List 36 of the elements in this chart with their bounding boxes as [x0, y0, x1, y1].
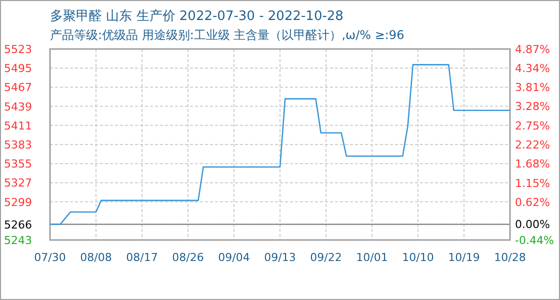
- line-series: [49, 64, 511, 225]
- y2-tick-label: 2.75%: [515, 119, 550, 132]
- y-tick-label: 5383: [4, 138, 32, 152]
- x-tick-label: 10/28: [494, 251, 526, 264]
- y-tick-label: 5327: [4, 176, 32, 190]
- y-tick-label: 5411: [4, 119, 32, 132]
- y2-tick-label: 1.68%: [515, 158, 550, 171]
- x-tick-label: 09/04: [218, 251, 250, 264]
- y2-tick-label: 4.34%: [515, 62, 550, 76]
- y2-tick-label: 3.81%: [515, 81, 550, 94]
- y2-tick-label: 3.28%: [515, 100, 550, 114]
- y-tick-label: 5439: [4, 100, 32, 114]
- y-tick-label: 5495: [4, 62, 32, 76]
- x-tick-label: 10/01: [356, 251, 388, 264]
- y2-tick-label: 1.15%: [515, 176, 550, 190]
- x-tick-label: 08/26: [172, 251, 204, 264]
- x-tick-label: 08/08: [80, 251, 112, 264]
- y-tick-label: 5467: [4, 81, 32, 94]
- y2-tick-label: -0.44%: [515, 234, 554, 247]
- x-tick-label: 08/17: [126, 251, 158, 264]
- chart-subtitle: 产品等级:优级品 用途级别:工业级 主含量（以甲醛计）,ω/% ≥:96: [50, 28, 404, 42]
- y-tick-label: 5266: [4, 218, 32, 232]
- y-tick-label: 5355: [4, 158, 32, 171]
- x-tick-label: 10/19: [448, 251, 480, 264]
- x-tick-label: 10/10: [402, 251, 434, 264]
- y2-tick-label: 0.62%: [515, 196, 550, 209]
- y2-tick-label: 4.87%: [515, 43, 550, 56]
- x-tick-label: 09/13: [264, 251, 296, 264]
- y-tick-label: 5243: [4, 234, 32, 247]
- y2-tick-label: 0.00%: [515, 218, 550, 232]
- x-tick-label: 09/22: [310, 251, 342, 264]
- chart-title: 多聚甲醛 山东 生产价 2022-07-30 - 2022-10-28: [50, 9, 344, 24]
- x-tick-label: 07/30: [34, 251, 66, 264]
- y-tick-label: 5299: [4, 196, 32, 209]
- y2-tick-label: 2.22%: [515, 138, 550, 152]
- y-tick-label: 5523: [4, 43, 32, 56]
